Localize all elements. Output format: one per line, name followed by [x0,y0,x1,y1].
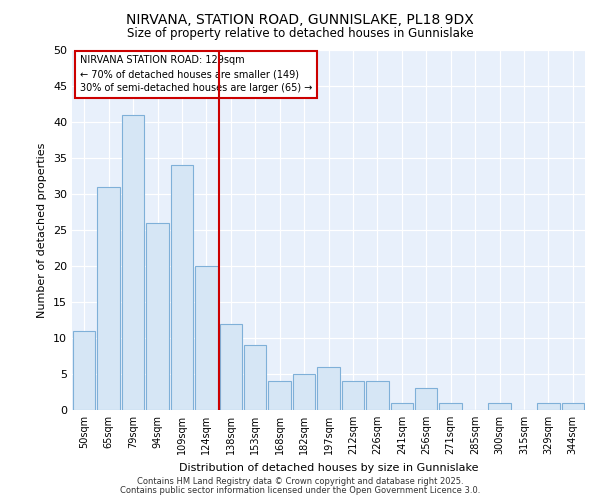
Bar [439,403,462,410]
Bar [366,381,389,410]
Bar [220,324,242,410]
Bar [293,374,316,410]
Bar [562,403,584,410]
Bar [73,331,95,410]
Bar [244,345,266,410]
Text: Contains HM Land Registry data © Crown copyright and database right 2025.: Contains HM Land Registry data © Crown c… [137,477,463,486]
Bar [341,381,364,410]
Text: NIRVANA, STATION ROAD, GUNNISLAKE, PL18 9DX: NIRVANA, STATION ROAD, GUNNISLAKE, PL18 … [126,12,474,26]
X-axis label: Distribution of detached houses by size in Gunnislake: Distribution of detached houses by size … [179,462,478,472]
Bar [391,403,413,410]
Bar [195,266,218,410]
Bar [146,223,169,410]
Bar [317,367,340,410]
Text: Size of property relative to detached houses in Gunnislake: Size of property relative to detached ho… [127,28,473,40]
Bar [170,165,193,410]
Bar [537,403,560,410]
Y-axis label: Number of detached properties: Number of detached properties [37,142,47,318]
Text: NIRVANA STATION ROAD: 129sqm
← 70% of detached houses are smaller (149)
30% of s: NIRVANA STATION ROAD: 129sqm ← 70% of de… [80,56,312,94]
Bar [488,403,511,410]
Bar [268,381,291,410]
Bar [122,115,145,410]
Bar [415,388,437,410]
Bar [97,187,120,410]
Text: Contains public sector information licensed under the Open Government Licence 3.: Contains public sector information licen… [120,486,480,495]
